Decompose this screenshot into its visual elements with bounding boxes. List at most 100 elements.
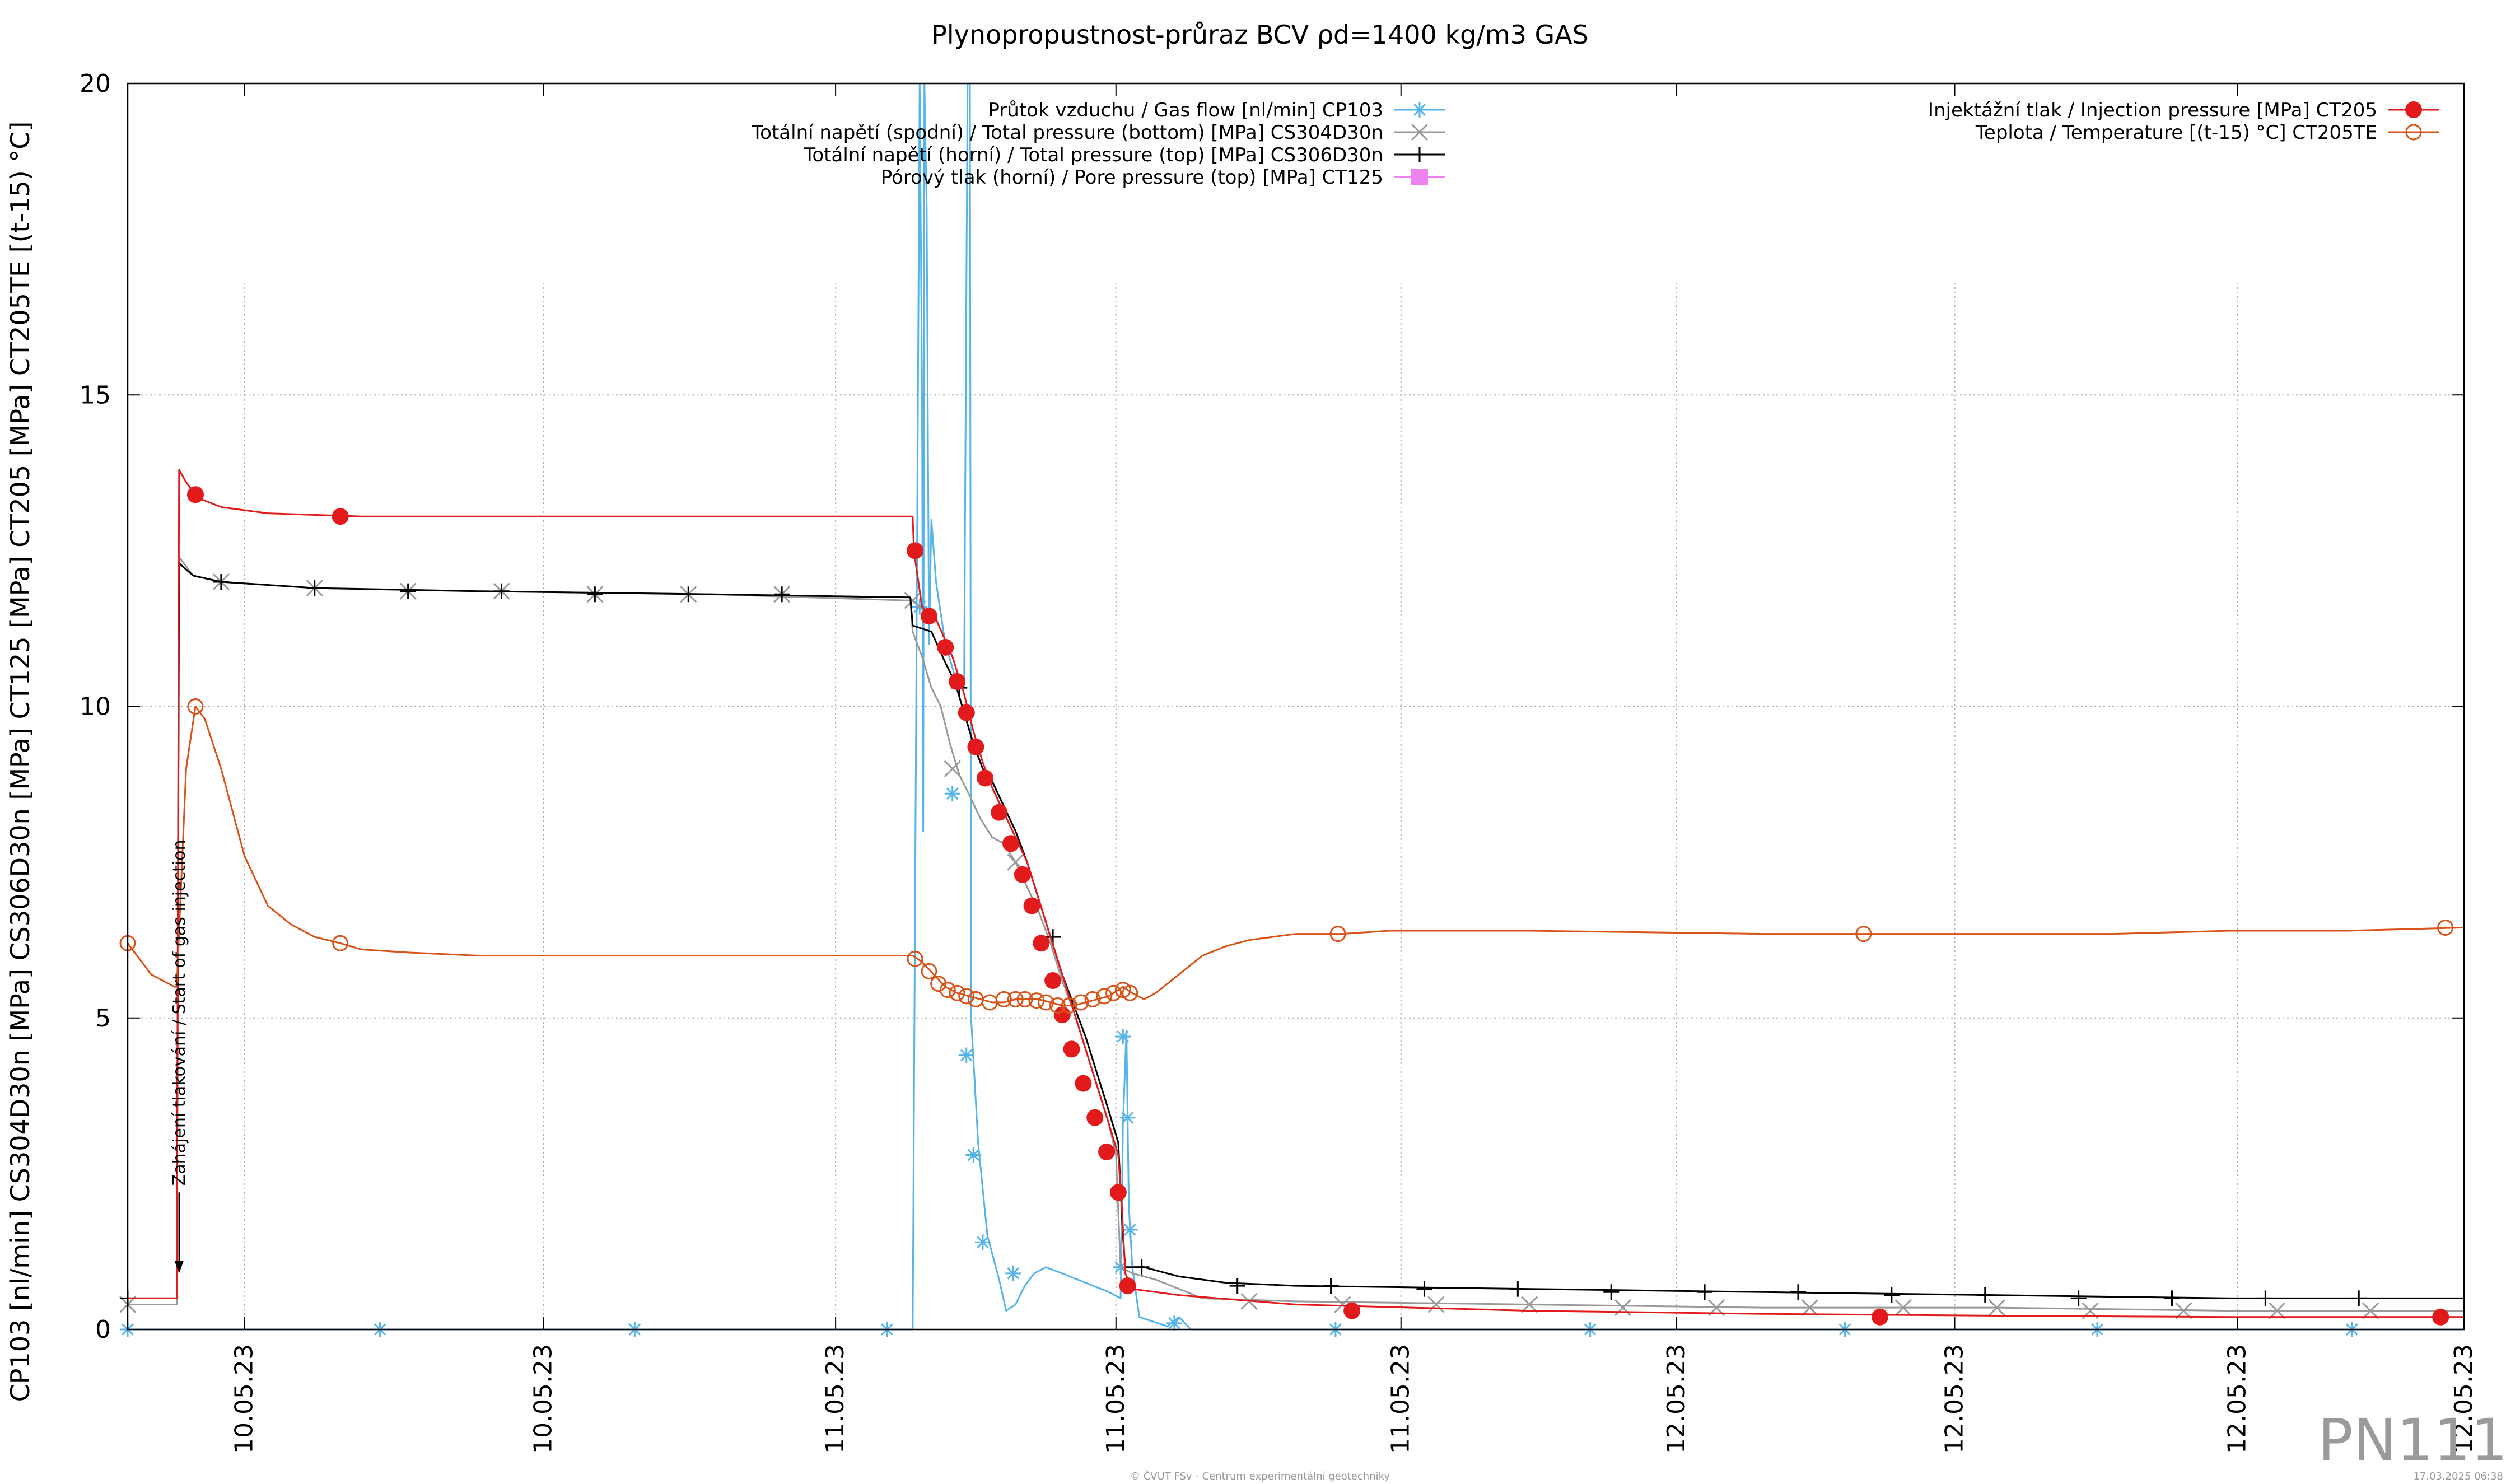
legend-label: Pórový tlak (horní) / Pore pressure (top… (881, 166, 1383, 189)
legend-entry-1: Totální napětí (spodní) / Total pressure… (751, 122, 1445, 144)
legend-label: Totální napětí (horní) / Total pressure … (803, 144, 1383, 166)
data-point (1872, 1308, 1888, 1326)
data-point (1323, 1278, 1339, 1294)
data-point (1002, 835, 1020, 852)
data-point (949, 673, 966, 690)
data-point (1109, 1184, 1127, 1201)
data-point (906, 542, 923, 559)
legend: Průtok vzduchu / Gas flow [nl/min] CP103… (751, 99, 2439, 189)
data-point (680, 586, 697, 603)
data-point (1096, 988, 1113, 1005)
data-point (949, 984, 965, 1001)
data-point (187, 698, 204, 715)
data-point (977, 769, 994, 787)
series-5 (119, 698, 2465, 1014)
data-point (1894, 1299, 1912, 1317)
data-point (1098, 1143, 1116, 1160)
data-point (587, 586, 603, 603)
data-point (1122, 1222, 1138, 1238)
data-point (1883, 1287, 1900, 1303)
data-point (937, 638, 954, 656)
data-point (1510, 1281, 1526, 1297)
data-point (1063, 1040, 1080, 1058)
y-tick-label: 5 (95, 1004, 111, 1033)
data-point (1603, 1284, 1620, 1300)
data-point (1411, 169, 1428, 185)
data-point (1229, 1278, 1245, 1294)
x-tick-label: 10.05.23 (230, 1344, 259, 1454)
data-point (1122, 984, 1138, 1001)
data-point (2405, 101, 2422, 118)
data-point (944, 760, 961, 777)
x-tick-label: 11.05.23 (1102, 1344, 1130, 1454)
x-tick-label: 12.05.23 (1940, 1344, 1969, 1454)
data-point (1038, 994, 1054, 1011)
series-line (128, 82, 2464, 1331)
data-point (1119, 1109, 1136, 1126)
x-tick-label: 11.05.23 (1387, 1344, 1415, 1454)
legend-label: Totální napětí (spodní) / Total pressure… (751, 122, 1383, 144)
legend-entry-5: Teplota / Temperature [(t-15) °C] CT205T… (1975, 122, 2439, 144)
data-point (958, 704, 975, 721)
data-point (1790, 1284, 1806, 1300)
y-tick-label: 20 (80, 69, 111, 98)
data-point (1053, 1006, 1071, 1024)
legend-entry-2: Totální napětí (horní) / Total pressure … (803, 144, 1445, 166)
data-point (1855, 926, 1872, 942)
x-tick-label: 12.05.23 (2449, 1344, 2478, 1454)
data-point (1411, 123, 1429, 141)
x-tick-label: 12.05.23 (1662, 1344, 1691, 1454)
annotation-layer: Zahájení tlakování / Start of gas inject… (170, 839, 189, 1273)
data-point (1343, 1302, 1361, 1319)
data-point (332, 935, 349, 951)
legend-label: Průtok vzduchu / Gas flow [nl/min] CP103 (988, 99, 1383, 122)
data-point (306, 580, 323, 596)
data-point (1044, 972, 1062, 989)
data-point (1084, 991, 1101, 1007)
data-point (1697, 1284, 1713, 1300)
data-point (2351, 1290, 2367, 1306)
data-point (2269, 1302, 2286, 1319)
data-point (920, 608, 937, 625)
data-point (2437, 919, 2454, 936)
data-point (186, 486, 204, 503)
legend-label: Injektážní tlak / Injection pressure [MP… (1928, 99, 2377, 122)
data-point (921, 963, 937, 979)
data-point (1133, 1259, 1150, 1275)
data-point (1977, 1287, 1993, 1303)
data-point (974, 1234, 991, 1250)
data-point (967, 738, 984, 755)
data-point (774, 586, 790, 603)
annotation-arrowhead (174, 1261, 184, 1273)
data-point (1072, 994, 1089, 1011)
annotation-text: Zahájení tlakování / Start of gas inject… (170, 839, 189, 1186)
data-point (904, 592, 921, 609)
data-point (1801, 1299, 1818, 1317)
data-point (1416, 1281, 1432, 1297)
data-point (996, 991, 1012, 1007)
data-point (2070, 1290, 2087, 1306)
data-point (1988, 1299, 2005, 1317)
data-point (1028, 992, 1045, 1009)
data-point (907, 950, 923, 967)
chart-title: Plynopropustnost-průraz BCV ρd=1400 kg/m… (931, 20, 1589, 50)
data-point (1329, 926, 1346, 942)
y-tick-label: 0 (95, 1315, 111, 1344)
data-point (1016, 991, 1033, 1007)
series-4 (128, 469, 2464, 1326)
data-point (400, 583, 416, 599)
data-point (1119, 1277, 1136, 1295)
data-point (1061, 997, 1077, 1014)
data-point (2405, 124, 2422, 141)
data-point (2164, 1290, 2180, 1306)
data-point (1023, 897, 1040, 914)
x-tick-label: 11.05.23 (821, 1344, 850, 1454)
data-point (1115, 1029, 1131, 1045)
data-point (1007, 991, 1024, 1007)
legend-entry-3: Pórový tlak (horní) / Pore pressure (top… (881, 166, 1445, 189)
data-point (1412, 102, 1427, 118)
data-point (1075, 1075, 1092, 1092)
data-point (1086, 1109, 1104, 1126)
data-point (1114, 982, 1131, 998)
